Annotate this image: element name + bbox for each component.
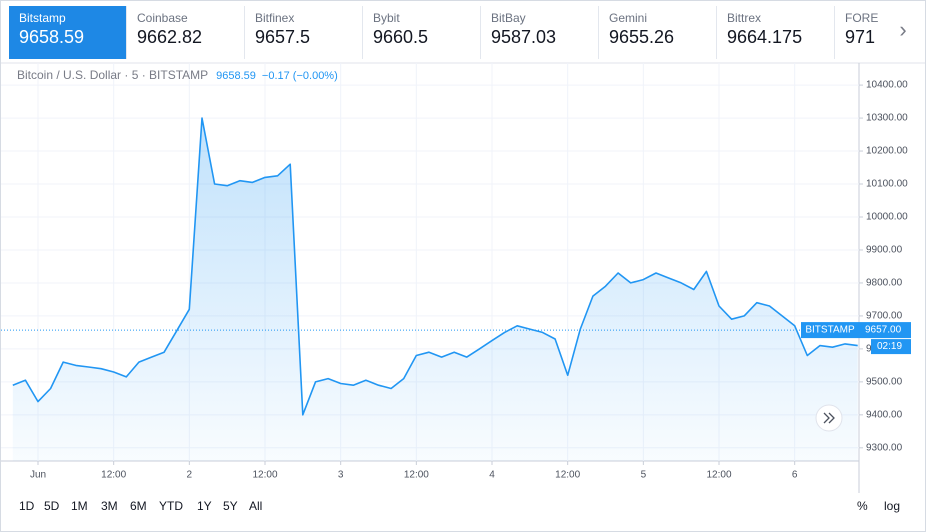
x-tick-label: 6 (792, 470, 798, 481)
price-label: 9657.00 (865, 325, 902, 336)
exchange-tab[interactable]: FORE 971 (835, 6, 885, 59)
y-tick-label: 9700.00 (866, 311, 903, 322)
exchange-name: BitBay (491, 11, 526, 25)
countdown: 02:19 (877, 341, 902, 352)
exchange-tab[interactable]: Gemini 9655.26 (599, 6, 717, 59)
range-button[interactable]: 1Y (197, 499, 212, 513)
y-tick-label: 10000.00 (866, 212, 908, 223)
x-tick-label: 12:00 (404, 470, 429, 481)
exchange-name: Bybit (373, 11, 400, 25)
x-tick-label: 12:00 (706, 470, 731, 481)
exchange-tab[interactable]: Bittrex 9664.175 (717, 6, 835, 59)
range-button[interactable]: 6M (130, 499, 147, 513)
y-tick-label: 10300.00 (866, 113, 908, 124)
scroll-icon (823, 412, 835, 424)
y-tick-label: 9500.00 (866, 377, 903, 388)
area-fill (12, 118, 858, 461)
header-price: 9658.59 (216, 70, 256, 82)
exchange-name: Gemini (609, 11, 648, 25)
y-tick-label: 9400.00 (866, 409, 903, 420)
countdown-box (871, 339, 911, 355)
x-tick-label: 12:00 (555, 470, 580, 481)
exchange-name: Coinbase (137, 11, 188, 25)
exchange-tab[interactable]: Bitstamp 9658.59 (9, 6, 127, 59)
exchange-price: 9662.82 (137, 27, 203, 47)
scale-button[interactable]: log (884, 499, 901, 513)
range-button[interactable]: 5Y (223, 499, 238, 513)
scale-button[interactable]: % (857, 499, 868, 513)
range-button[interactable]: 1D (19, 499, 35, 513)
y-tick-label: 10400.00 (866, 80, 908, 91)
exchange-price: 9655.26 (609, 27, 675, 47)
range-button[interactable]: 1M (71, 499, 88, 513)
exchange-tab[interactable]: Bitfinex 9657.5 (245, 6, 363, 59)
exchange-price: 9664.175 (727, 27, 803, 47)
exchange-price: 9658.59 (19, 27, 85, 47)
x-tick-label: Jun (30, 470, 46, 481)
exchange-price: 9660.5 (373, 27, 429, 47)
exchange-tab[interactable]: Coinbase 9662.82 (127, 6, 245, 59)
bottom-toolbar: 1D 5D 1M 3M 6M YTD 1Y 5Y All% log (9, 495, 919, 519)
range-button[interactable]: 5D (44, 499, 60, 513)
x-tick-label: 2 (187, 470, 193, 481)
exchange-name: FORE (845, 11, 879, 25)
source-label-box (801, 322, 859, 339)
exchange-price: 9587.03 (491, 27, 557, 47)
y-tick-label: 9800.00 (866, 278, 903, 289)
exchange-name: Bitfinex (255, 11, 295, 25)
chart-header: Bitcoin / U.S. Dollar · 5 · BITSTAMP 9658… (17, 68, 338, 82)
exchange-name: Bitstamp (19, 11, 66, 25)
chart: 9300.009400.009500.009600.009700.009800.… (1, 62, 925, 493)
y-tick-label: 9300.00 (866, 442, 903, 453)
x-tick-label: 12:00 (252, 470, 277, 481)
exchange-tab[interactable]: Bybit 9660.5 (363, 6, 481, 59)
range-button[interactable]: YTD (159, 499, 183, 513)
exchange-name: Bittrex (727, 11, 762, 25)
x-tick-label: 3 (338, 470, 344, 481)
chart-title: Bitcoin / U.S. Dollar · 5 · BITSTAMP (17, 68, 208, 82)
exchange-tab[interactable]: BitBay 9587.03 (481, 6, 599, 59)
exchange-price: 9657.5 (255, 27, 311, 47)
range-button[interactable]: 3M (101, 499, 118, 513)
y-tick-label: 10200.00 (866, 146, 908, 157)
exchange-price: 971 (845, 27, 876, 47)
price-label-box (859, 322, 911, 339)
price-line (12, 117, 858, 416)
range-button[interactable]: All (249, 499, 263, 513)
next-arrow[interactable]: › (899, 17, 907, 42)
x-tick-label: 12:00 (101, 470, 126, 481)
x-tick-label: 5 (641, 470, 647, 481)
x-tick-label: 4 (489, 470, 495, 481)
header-change: −0.17 (−0.00%) (262, 70, 338, 82)
y-tick-label: 9900.00 (866, 245, 903, 256)
source-label: BITSTAMP (805, 325, 855, 336)
exchange-tabs: Bitstamp 9658.59 Coinbase 9662.82 Bitfinex 96… (9, 6, 885, 59)
y-tick-label: 10100.00 (866, 179, 908, 190)
scroll-to-latest[interactable] (815, 404, 843, 432)
